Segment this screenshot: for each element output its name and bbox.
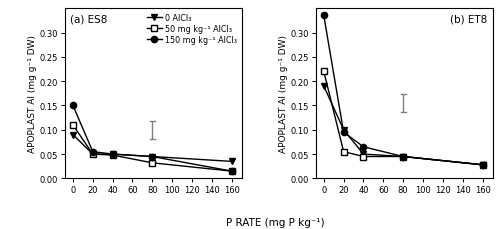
0 AlCl₃: [110, 153, 116, 156]
150 mg kg⁻¹ AlCl₃: [228, 170, 234, 173]
150 mg kg⁻¹ AlCl₃: [480, 164, 486, 166]
Line: 150 mg kg⁻¹ AlCl₃: 150 mg kg⁻¹ AlCl₃: [70, 103, 235, 174]
50 mg kg⁻¹ AlCl₃: [228, 170, 234, 173]
50 mg kg⁻¹ AlCl₃: [480, 164, 486, 166]
50 mg kg⁻¹ AlCl₃: [90, 153, 96, 156]
150 mg kg⁻¹ AlCl₃: [400, 155, 406, 158]
0 AlCl₃: [228, 160, 234, 163]
50 mg kg⁻¹ AlCl₃: [321, 71, 327, 74]
150 mg kg⁻¹ AlCl₃: [321, 15, 327, 18]
0 AlCl₃: [90, 153, 96, 156]
Line: 150 mg kg⁻¹ AlCl₃: 150 mg kg⁻¹ AlCl₃: [320, 13, 486, 168]
Y-axis label: APOPLAST Al (mg g⁻¹ DW): APOPLAST Al (mg g⁻¹ DW): [28, 35, 37, 153]
0 AlCl₃: [150, 155, 156, 158]
50 mg kg⁻¹ AlCl₃: [150, 162, 156, 164]
0 AlCl₃: [400, 155, 406, 158]
0 AlCl₃: [360, 153, 366, 156]
50 mg kg⁻¹ AlCl₃: [360, 155, 366, 158]
150 mg kg⁻¹ AlCl₃: [150, 155, 156, 158]
Line: 50 mg kg⁻¹ AlCl₃: 50 mg kg⁻¹ AlCl₃: [320, 69, 486, 168]
150 mg kg⁻¹ AlCl₃: [90, 151, 96, 153]
Line: 0 AlCl₃: 0 AlCl₃: [70, 132, 235, 165]
0 AlCl₃: [340, 129, 346, 132]
Text: (a) ES8: (a) ES8: [70, 14, 108, 24]
Line: 50 mg kg⁻¹ AlCl₃: 50 mg kg⁻¹ AlCl₃: [70, 122, 235, 174]
150 mg kg⁻¹ AlCl₃: [70, 105, 76, 107]
50 mg kg⁻¹ AlCl₃: [400, 155, 406, 158]
0 AlCl₃: [321, 85, 327, 88]
150 mg kg⁻¹ AlCl₃: [110, 153, 116, 156]
Line: 0 AlCl₃: 0 AlCl₃: [320, 84, 486, 168]
Text: (b) ET8: (b) ET8: [450, 14, 487, 24]
50 mg kg⁻¹ AlCl₃: [70, 124, 76, 127]
50 mg kg⁻¹ AlCl₃: [340, 151, 346, 153]
0 AlCl₃: [480, 164, 486, 166]
150 mg kg⁻¹ AlCl₃: [360, 146, 366, 149]
150 mg kg⁻¹ AlCl₃: [340, 131, 346, 134]
50 mg kg⁻¹ AlCl₃: [110, 154, 116, 157]
Y-axis label: APOPLAST Al (mg g⁻¹ DW): APOPLAST Al (mg g⁻¹ DW): [278, 35, 287, 153]
Text: P RATE (mg P kg⁻¹): P RATE (mg P kg⁻¹): [226, 217, 324, 227]
Legend: 0 AlCl₃, 50 mg kg⁻¹ AlCl₃, 150 mg kg⁻¹ AlCl₃: 0 AlCl₃, 50 mg kg⁻¹ AlCl₃, 150 mg kg⁻¹ A…: [146, 13, 238, 46]
0 AlCl₃: [70, 134, 76, 136]
